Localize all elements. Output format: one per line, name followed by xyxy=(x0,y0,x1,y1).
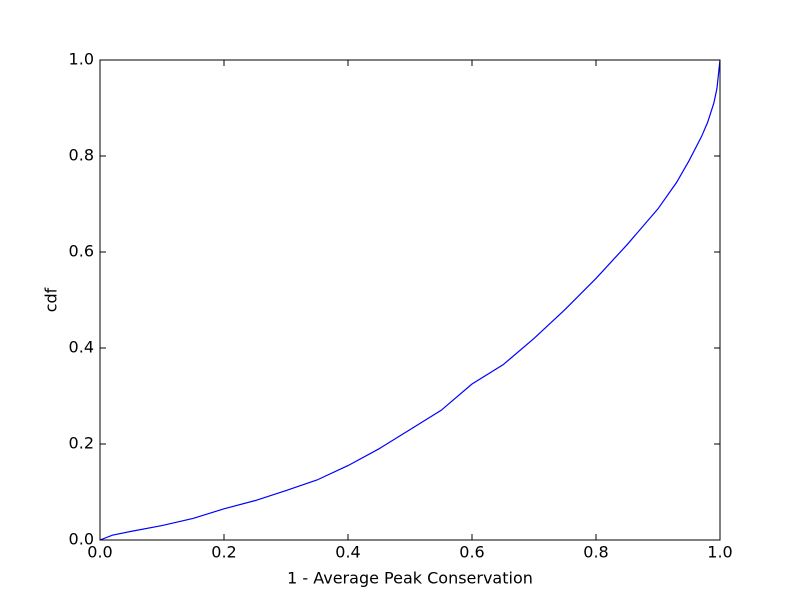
x-tick-label: 0.4 xyxy=(335,543,360,562)
y-axis-label: cdf xyxy=(42,287,61,312)
y-tick-label: 0.0 xyxy=(69,530,94,549)
y-tick-label: 0.8 xyxy=(69,146,94,165)
x-tick-label: 0.8 xyxy=(583,543,608,562)
y-tick-label: 1.0 xyxy=(69,50,94,69)
y-tick-label: 0.2 xyxy=(69,434,94,453)
plot-frame xyxy=(99,59,721,541)
x-axis-label: 1 - Average Peak Conservation xyxy=(287,569,533,588)
x-tick-label: 0.6 xyxy=(459,543,484,562)
data-line xyxy=(99,59,721,541)
x-tick-label: 1.0 xyxy=(707,543,732,562)
x-tick-label: 0.0 xyxy=(87,543,112,562)
y-tick-label: 0.4 xyxy=(69,338,94,357)
y-tick-label: 0.6 xyxy=(69,242,94,261)
x-tick-label: 0.2 xyxy=(211,543,236,562)
